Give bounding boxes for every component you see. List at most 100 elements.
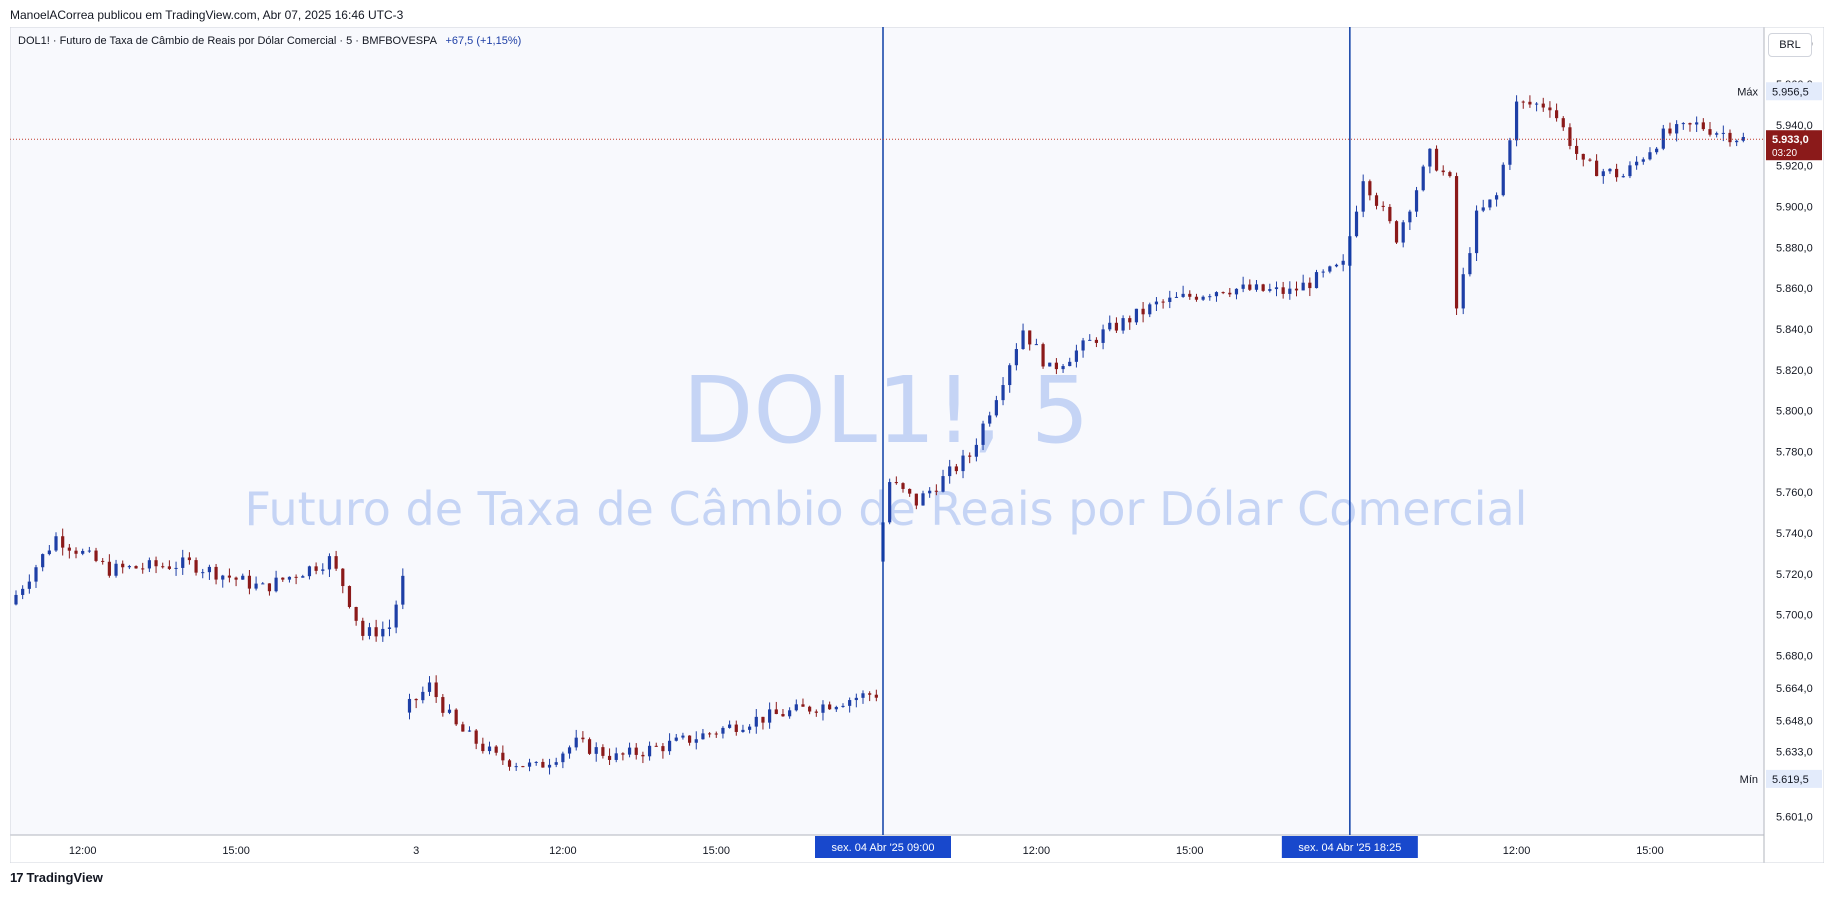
candle-body: [314, 566, 318, 571]
candle-body: [687, 735, 692, 743]
candle-body: [121, 563, 125, 568]
candle-body: [1301, 282, 1305, 291]
candle-body: [1721, 132, 1725, 134]
candle-body: [1361, 181, 1365, 212]
candle-body: [441, 697, 445, 713]
candle-body: [1494, 195, 1499, 200]
candle-body: [1008, 365, 1012, 386]
candle-body: [641, 754, 645, 757]
tradingview-logo: 17 TradingView: [10, 870, 103, 885]
candle-body: [814, 711, 818, 713]
candle-body: [161, 566, 165, 568]
candle-body: [394, 604, 398, 628]
x-tick-label: 15:00: [1176, 845, 1204, 857]
candle-body: [207, 566, 212, 573]
candle-body: [1214, 292, 1219, 297]
candle-body: [1735, 140, 1739, 143]
candle-body: [1001, 385, 1005, 401]
chart-frame[interactable]: DOL1!, 5 Futuro de Taxa de Câmbio de Reai…: [10, 27, 1824, 863]
candle-body: [1521, 101, 1525, 103]
candle-body: [794, 704, 798, 711]
candle-body: [1615, 168, 1619, 178]
candle-body: [1414, 190, 1419, 212]
candle-body: [581, 737, 585, 740]
candle-body: [1628, 165, 1632, 177]
candle-body: [347, 586, 352, 607]
candle-body: [1661, 128, 1665, 149]
candle-body: [808, 706, 812, 712]
candle-body: [828, 704, 832, 710]
x-tick-label: 15:00: [703, 845, 731, 857]
candle-body: [1608, 168, 1612, 172]
candle-body: [1648, 152, 1652, 160]
legend-symbol-line: DOL1! · Futuro de Taxa de Câmbio de Reai…: [18, 35, 437, 47]
candle-body: [454, 709, 458, 725]
candle-body: [754, 716, 758, 727]
candle-body: [147, 560, 151, 569]
candle-body: [401, 575, 405, 605]
candle-body: [1254, 284, 1259, 290]
candle-body: [421, 691, 425, 701]
candle-body: [1248, 284, 1252, 290]
candle-body: [888, 482, 892, 523]
candle-body: [667, 740, 672, 752]
candle-body: [514, 766, 518, 768]
candle-body: [41, 554, 45, 568]
time-tag-label: sex. 04 Abr '25 18:25: [1298, 842, 1401, 854]
candle-body: [1394, 221, 1399, 243]
time-tag-background: [815, 836, 951, 858]
candle-body: [567, 747, 572, 754]
currency-button[interactable]: BRL: [1768, 33, 1812, 57]
y-tick-label: 5.800,0: [1776, 406, 1813, 418]
candle-body: [654, 745, 658, 747]
candle-body: [1308, 282, 1312, 289]
candle-body: [961, 455, 965, 472]
candle-body: [54, 536, 58, 551]
candle-body: [521, 766, 525, 768]
candle-body: [1021, 330, 1025, 350]
candle-body: [534, 761, 538, 763]
y-tick-label: 5.780,0: [1776, 446, 1813, 458]
x-tick-label: 12:00: [1503, 845, 1531, 857]
candle-body: [74, 550, 78, 554]
candle-body: [574, 737, 578, 748]
candle-body: [821, 704, 825, 713]
max-tag-background: [1766, 82, 1822, 101]
candle-body: [214, 566, 218, 580]
candle-body: [1621, 176, 1625, 178]
candle-body: [281, 577, 285, 580]
candle-body: [1134, 308, 1139, 323]
candle-body: [1088, 339, 1092, 341]
candle-body: [914, 493, 918, 506]
candle-body: [1481, 207, 1485, 211]
candle-body: [27, 581, 31, 589]
candle-body: [1054, 362, 1058, 370]
candle-body: [841, 705, 845, 707]
x-tick-label: 15:00: [1636, 845, 1664, 857]
candle-body: [1575, 145, 1579, 154]
candle-body: [894, 482, 898, 484]
candle-body: [934, 490, 938, 492]
candle-body: [1194, 296, 1199, 300]
candle-body: [1588, 159, 1592, 161]
candle-body: [1715, 133, 1719, 135]
y-tick-label: 5.880,0: [1776, 242, 1813, 254]
candle-body: [181, 557, 185, 568]
max-label: Máx: [1737, 86, 1758, 98]
candle-body: [1161, 301, 1165, 303]
candle-body: [988, 415, 992, 424]
candle-body: [407, 698, 412, 713]
chart-canvas[interactable]: DOL1!, 5 Futuro de Taxa de Câmbio de Reai…: [10, 27, 1824, 863]
candle-body: [1448, 172, 1452, 177]
min-label: Mín: [1740, 774, 1758, 786]
candle-body: [174, 567, 178, 569]
candle-body: [1181, 293, 1185, 297]
candle-body: [1541, 103, 1545, 108]
candle-body: [634, 747, 638, 755]
current-price-value: 5.933,0: [1772, 134, 1809, 146]
candle-body: [607, 755, 612, 760]
max-value: 5.956,5: [1772, 86, 1809, 98]
candle-body: [167, 566, 171, 569]
candle-body: [1595, 160, 1599, 177]
candle-body: [627, 747, 632, 755]
